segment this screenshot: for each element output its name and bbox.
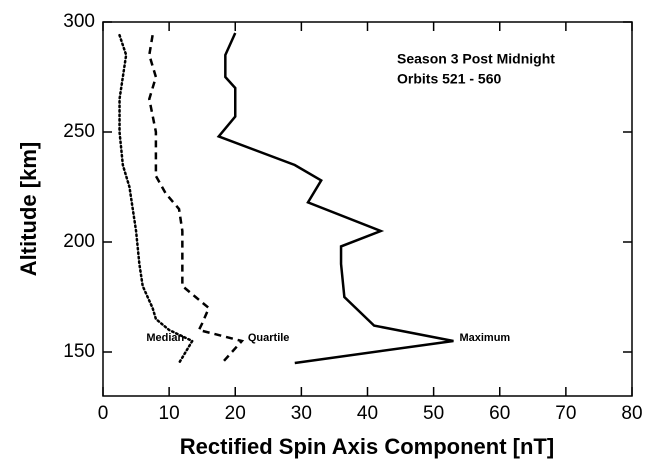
x-tick-label: 80: [621, 403, 642, 424]
x-tick-label: 30: [291, 403, 312, 424]
series-line: [216, 32, 454, 365]
series-label: Median: [146, 332, 184, 344]
x-tick-label: 10: [159, 403, 180, 424]
series-label: Maximum: [459, 332, 510, 344]
y-axis-label: Altitude [km]: [16, 142, 41, 276]
series-line: [148, 34, 245, 364]
y-tick-label: 250: [63, 121, 95, 142]
x-tick-label: 0: [98, 403, 109, 424]
x-tick-label: 20: [225, 403, 246, 424]
series-line: [118, 33, 195, 365]
x-tick-label: 70: [555, 403, 576, 424]
x-tick-label: 50: [423, 403, 444, 424]
x-tick-label: 40: [357, 403, 378, 424]
y-tick-label: 300: [63, 11, 95, 32]
annotation: Orbits 521 - 560: [397, 71, 501, 87]
y-tick-label: 150: [63, 341, 95, 362]
x-tick-label: 60: [489, 403, 510, 424]
annotation: Season 3 Post Midnight: [397, 51, 555, 67]
y-tick-label: 200: [63, 231, 95, 252]
x-axis-label: Rectified Spin Axis Component [nT]: [180, 434, 554, 459]
series-label: Quartile: [248, 332, 290, 344]
